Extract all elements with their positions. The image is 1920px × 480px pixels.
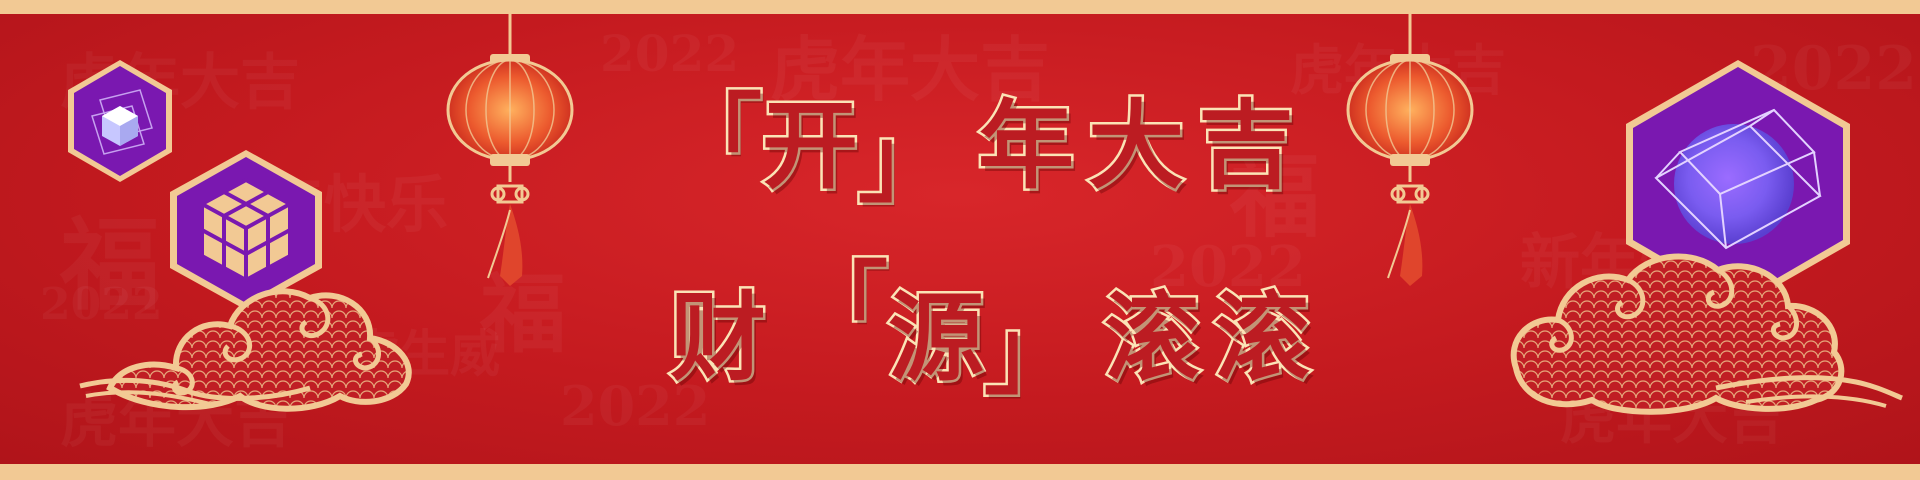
watermark-fu: 福 [1230,124,1320,254]
headline-char: 年 [976,90,1077,202]
watermark-fu: 福 [60,184,160,329]
watermark-year: 2022 [40,279,162,330]
cloud-icon [79,288,412,412]
corner-bracket-open: 「 [667,84,764,191]
lantern-icon [1346,14,1474,286]
watermark-fu: 福 [480,244,566,369]
watermark-year: 2022 [600,24,739,83]
headline-char: 大 [1086,90,1187,202]
watermark-year: 2022 [1150,234,1306,300]
watermark-text: 虎年大吉 [770,14,1050,115]
cloud-icon [1510,253,1903,415]
bottom-border [0,464,1920,480]
top-border [0,0,1920,14]
lantern-icon [446,14,574,286]
corner-bracket-open: 「 [793,252,890,359]
headline-char: 滚 [1102,282,1203,394]
large-cube-hexagon-icon [1626,60,1850,308]
headline-char: 吉 [1196,90,1297,202]
headline-key-char: 源 [886,282,987,394]
stacked-cubes-hexagon-icon [170,150,322,310]
corner-bracket-close: 」 [982,300,1079,407]
watermark-year: 2022 [560,374,710,438]
headline-line-2: 财 「 源 」 滚 滚 [668,257,1324,402]
headline-line-1: 「 开 」 年 大 吉 [667,89,1308,210]
small-cube-hexagon-icon [68,60,172,182]
headline-key-char: 开 [760,90,861,202]
corner-bracket-close: 」 [856,108,953,215]
headline-char: 滚 [1212,282,1313,394]
headline-char: 财 [668,282,769,394]
